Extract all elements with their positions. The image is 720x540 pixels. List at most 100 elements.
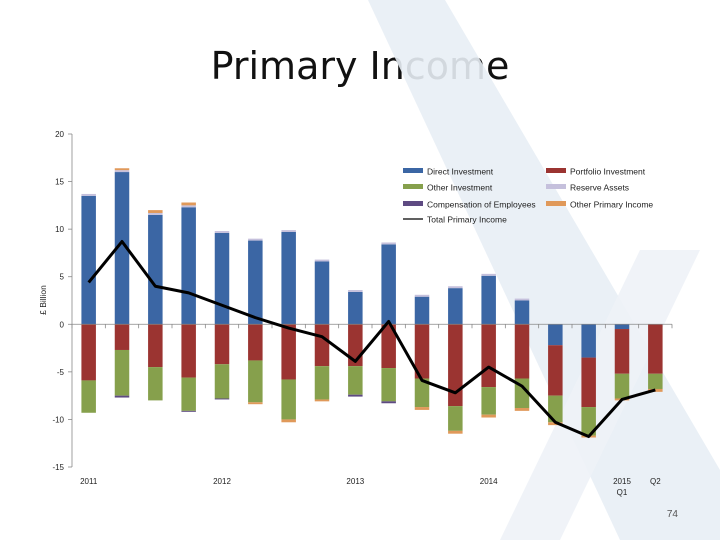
bar-segment (548, 324, 563, 346)
bar-segment (114, 349, 130, 396)
bar-segment (281, 231, 296, 325)
bar-segment (181, 324, 196, 378)
legend-label: Reserve Assets (570, 183, 629, 193)
bar-segment (81, 193, 96, 196)
bar-segment (481, 324, 496, 388)
bar-segment (614, 324, 630, 330)
bar-segment (248, 240, 263, 325)
x-tick-label: 2013 (346, 477, 364, 486)
bar-segment (414, 407, 430, 410)
legend-swatch (403, 184, 423, 189)
y-tick-label: 15 (55, 178, 64, 187)
bar-segment (614, 373, 630, 399)
bar-segment (248, 402, 263, 405)
bar-segment (648, 373, 663, 389)
bar-segment (114, 395, 130, 398)
y-tick-label: -5 (57, 368, 65, 377)
bar-segment (114, 172, 130, 325)
y-tick-label: 5 (60, 273, 65, 282)
legend-swatch (546, 201, 566, 206)
bar-segment (414, 378, 430, 408)
bar-segment (348, 394, 363, 397)
total-primary-income-line (87, 240, 656, 439)
legend-swatch (403, 168, 423, 173)
bar-segment (314, 324, 330, 367)
bar-segment (548, 395, 563, 423)
bar-segment (214, 398, 230, 400)
bar-segment (481, 387, 496, 415)
bar-segment (381, 324, 396, 369)
bar-segment (414, 296, 430, 325)
bar-segment (448, 406, 463, 431)
bar-segment (181, 205, 196, 208)
bar-segment (214, 232, 230, 325)
y-tick-label: -15 (52, 463, 64, 472)
legend-label: Portfolio Investment (570, 167, 646, 177)
legend-swatch (546, 168, 566, 173)
bar-segment (381, 244, 396, 325)
bar-segment (281, 324, 296, 380)
bar-segment (148, 212, 163, 215)
background-watermark (500, 250, 700, 540)
legend-label: Compensation of Employees (427, 200, 536, 210)
legend-swatch (403, 201, 423, 206)
legend-label: Total Primary Income (427, 215, 507, 225)
bar-segment (114, 170, 130, 173)
bar-segment (248, 360, 263, 403)
bar-segment (248, 324, 263, 361)
bar-segment (348, 290, 363, 292)
y-tick-label: 0 (60, 320, 65, 329)
bar-segment (648, 324, 663, 374)
legend-label: Other Primary Income (570, 200, 653, 210)
bar-segment (581, 324, 596, 358)
y-axis-label: £ Billion (38, 285, 48, 315)
bar-segment (448, 324, 463, 407)
background-watermark (368, 0, 720, 540)
bar-segment (448, 286, 463, 289)
bar-segment (314, 259, 330, 262)
y-tick-label: -10 (52, 415, 64, 424)
bar-segment (281, 379, 296, 420)
y-tick-label: 20 (55, 130, 64, 139)
legend-swatch (546, 184, 566, 189)
bar-segment (448, 288, 463, 325)
bar-segment (81, 195, 96, 325)
legend-label: Direct Investment (427, 167, 494, 177)
bar-segment (481, 275, 496, 325)
bar-segment (114, 168, 130, 171)
bar-segment (148, 367, 163, 401)
bar-segment (381, 242, 396, 245)
y-tick-label: 10 (55, 225, 64, 234)
x-tick-label: Q2 (650, 477, 661, 486)
bar-segment (314, 399, 330, 402)
bar-segment (214, 231, 230, 233)
bar-segment (314, 261, 330, 325)
x-tick-label: 2014 (480, 477, 498, 486)
bar-segment (414, 324, 430, 379)
bar-segment (514, 378, 530, 409)
bar-segment (181, 410, 196, 412)
bar-segment (348, 366, 363, 395)
bar-segment (214, 364, 230, 399)
bar-segment (514, 298, 530, 301)
bar-segment (581, 407, 596, 436)
x-tick-label: 2011 (80, 477, 98, 486)
bar-segment (381, 368, 396, 402)
bar-segment (181, 207, 196, 325)
x-tick-label: 2012 (213, 477, 231, 486)
bar-segment (514, 324, 530, 379)
x-tick-sublabel: Q1 (617, 488, 628, 497)
bar-segment (414, 294, 430, 297)
bar-segment (348, 291, 363, 325)
legend-label: Other Investment (427, 183, 493, 193)
bar-segment (614, 329, 630, 374)
page-number: 74 (666, 509, 678, 520)
bar-segment (148, 210, 163, 213)
bar-segment (281, 419, 296, 423)
bar-segment (448, 430, 463, 434)
bar-segment (248, 238, 263, 241)
bar-segment (148, 324, 163, 368)
bar-segment (148, 214, 163, 325)
